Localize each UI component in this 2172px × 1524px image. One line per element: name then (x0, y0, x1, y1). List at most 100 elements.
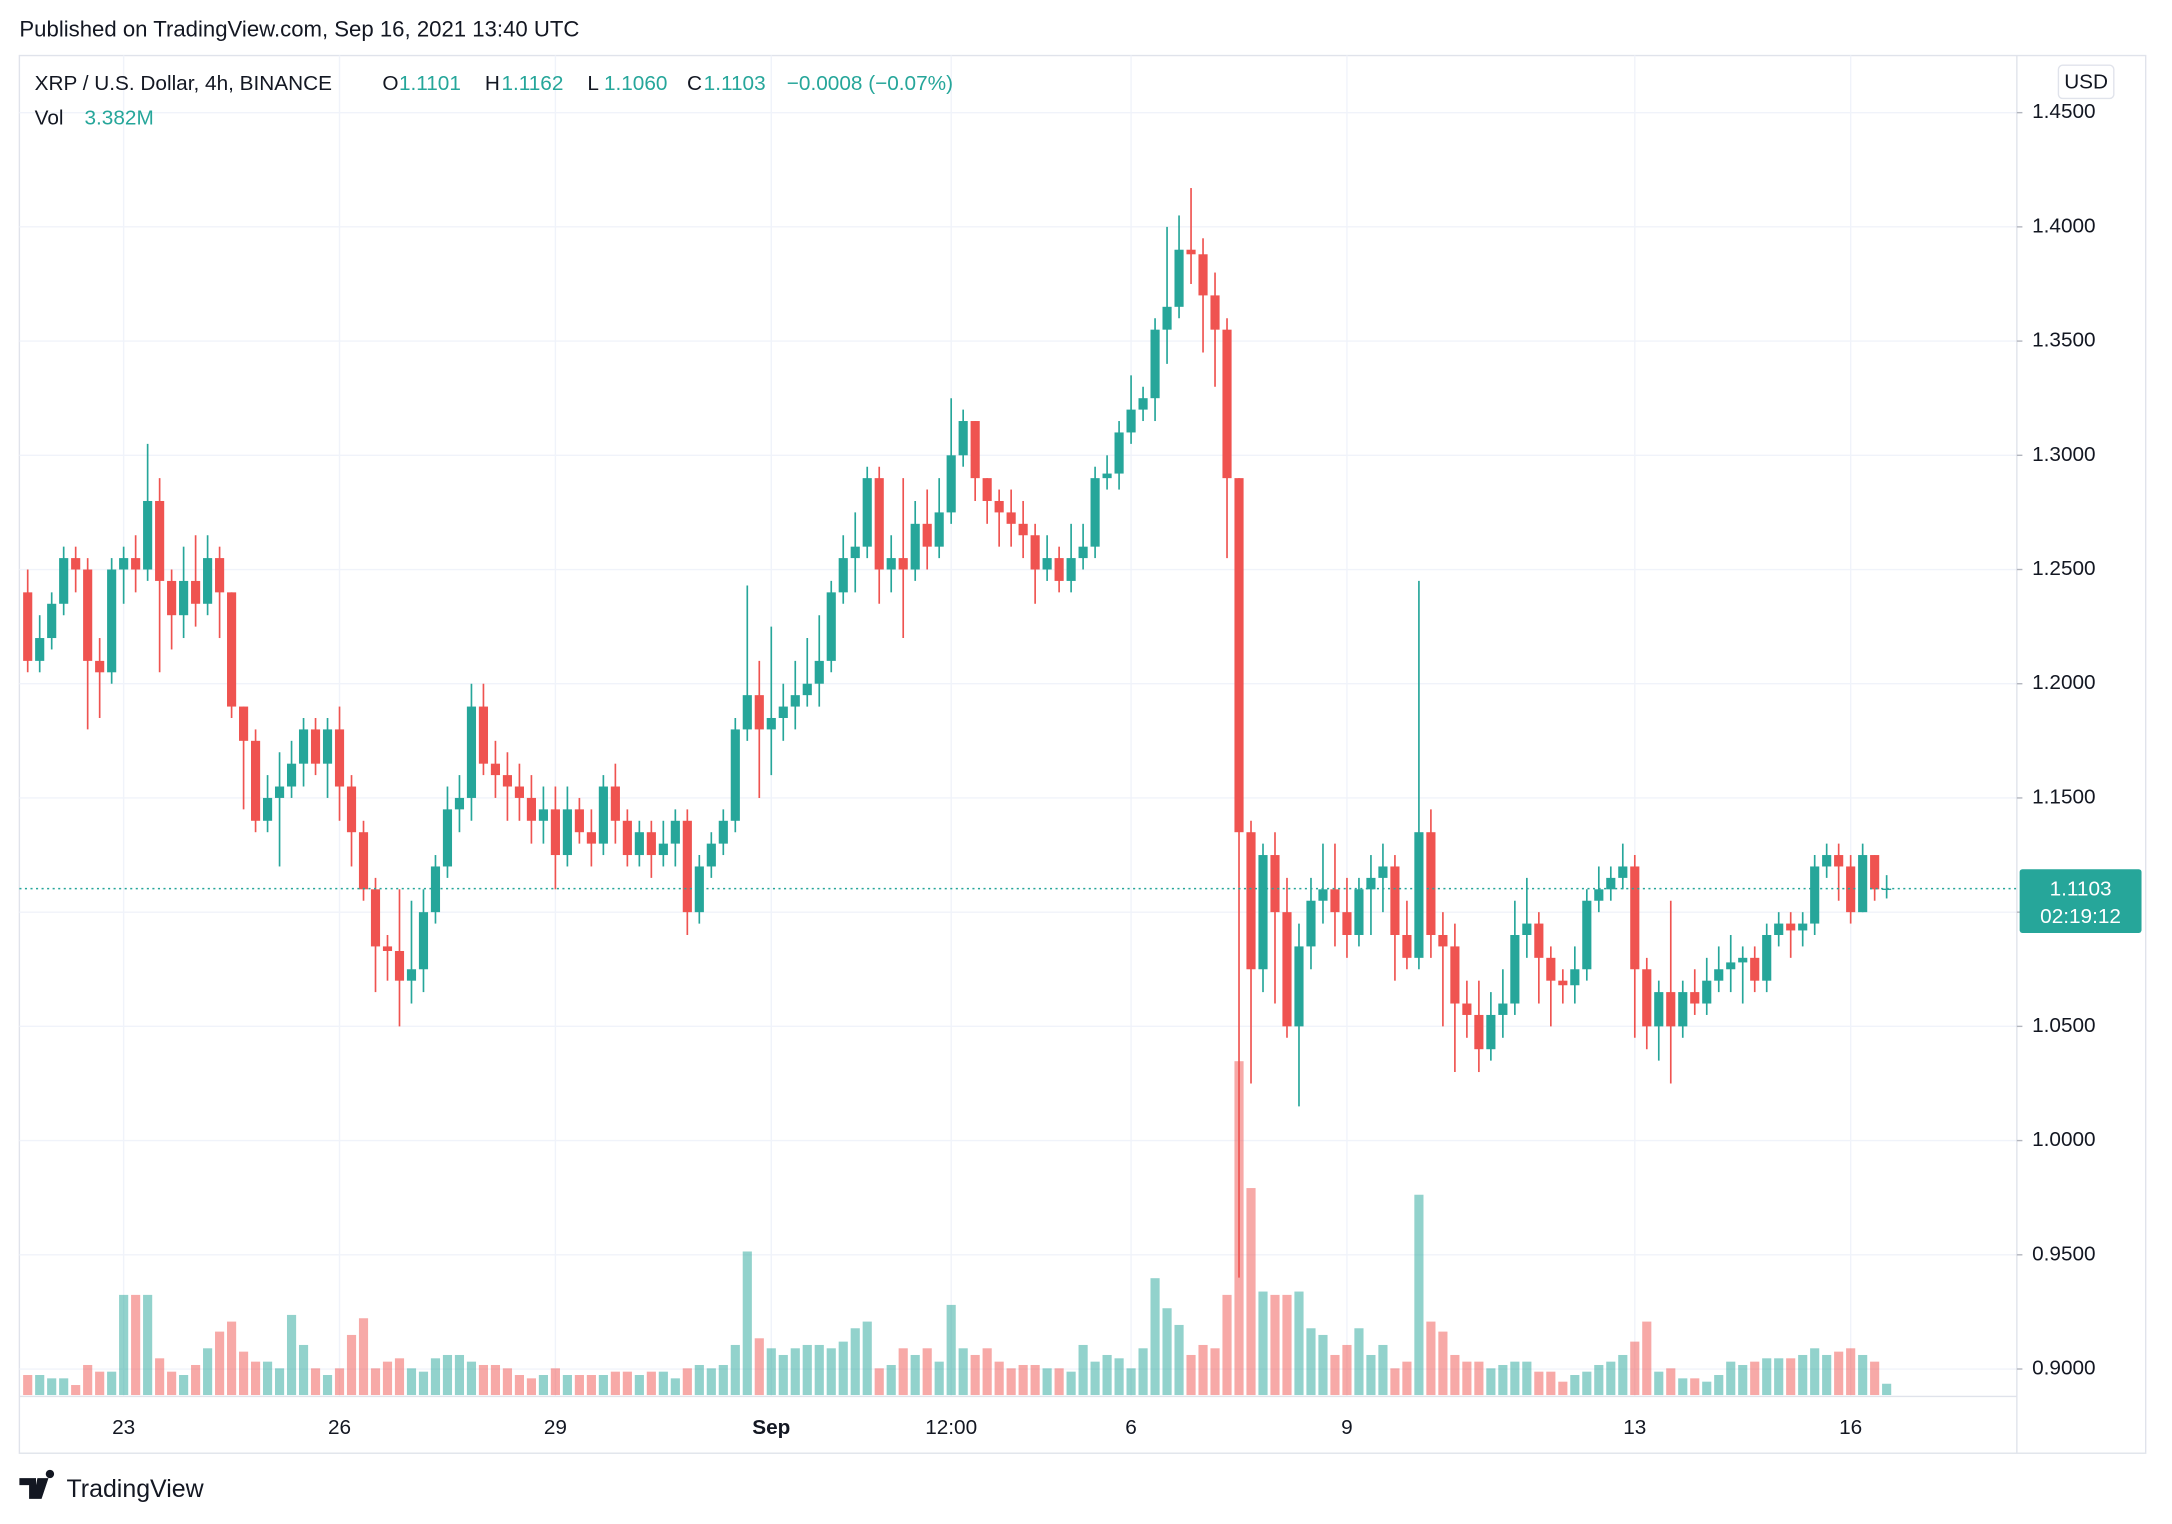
candle-body (1858, 855, 1868, 913)
y-tick-label: 1.3500 (2032, 329, 2096, 352)
candle-body (1486, 1014, 1496, 1050)
ohlc-value: 1.1162 (501, 72, 563, 95)
candle-body (286, 763, 297, 787)
candle-body (370, 889, 381, 947)
candle-body (862, 478, 872, 547)
candle-body (826, 592, 836, 661)
ohlc-key: H (485, 72, 500, 95)
volume-bar (23, 1375, 33, 1396)
candle-body (107, 569, 117, 673)
candle-body (71, 558, 81, 570)
candle-body (838, 558, 848, 593)
candle-body (1078, 546, 1088, 559)
volume-bar (1390, 1368, 1400, 1396)
volume-bar (1618, 1354, 1628, 1396)
candle-body (23, 592, 33, 661)
candle-body (1450, 946, 1460, 1004)
volume-value: 3.382M (84, 107, 153, 130)
y-tick-label: 1.4500 (2032, 100, 2096, 123)
volume-bar (203, 1348, 213, 1396)
candle-body (1666, 992, 1676, 1027)
volume-bar (370, 1368, 381, 1396)
candle-body (790, 695, 800, 707)
volume-bar (1522, 1361, 1532, 1396)
candle-body (1726, 962, 1736, 970)
volume-bar (1546, 1371, 1556, 1396)
volume-bar (1102, 1354, 1112, 1396)
volume-bar (502, 1368, 513, 1396)
volume-bar (646, 1371, 656, 1396)
volume-bar (670, 1378, 680, 1396)
volume-bar (898, 1348, 908, 1396)
volume-bar (886, 1364, 896, 1396)
volume-bar (862, 1321, 872, 1396)
volume-bar (1054, 1368, 1064, 1396)
ohlc-key: O (382, 72, 398, 95)
candle-body (466, 706, 477, 798)
candle-body (310, 729, 321, 764)
candle-body (382, 946, 393, 951)
volume-bar (574, 1375, 584, 1396)
candle-body (574, 809, 584, 833)
volume-bar (1078, 1344, 1088, 1396)
volume-layer (23, 1061, 1892, 1396)
candle-body (1114, 432, 1124, 474)
volume-bar (826, 1348, 836, 1396)
volume-bar (562, 1375, 572, 1396)
volume-bar (239, 1351, 249, 1396)
candle-body (1750, 957, 1760, 981)
candle-body (155, 500, 165, 581)
candle-body (1234, 478, 1244, 833)
candle-body (1522, 923, 1532, 935)
volume-bar (1822, 1354, 1832, 1396)
volume-bar (478, 1364, 489, 1396)
volume-bar (1498, 1364, 1508, 1396)
volume-bar (1198, 1344, 1208, 1396)
volume-bar (71, 1385, 81, 1396)
volume-bar (730, 1344, 740, 1396)
ohlc-value: 1.1060 (604, 72, 668, 95)
candle-body (1198, 254, 1208, 296)
candle-body (1702, 980, 1712, 1004)
volume-bar (1318, 1334, 1328, 1396)
candle-body (334, 729, 345, 787)
volume-bar (814, 1344, 824, 1396)
volume-bar (442, 1354, 453, 1396)
ohlc-key: L (587, 72, 599, 95)
x-tick-label: 12:00 (925, 1416, 977, 1439)
volume-bar (286, 1314, 297, 1396)
candle-body (658, 843, 668, 856)
symbol-label: XRP / U.S. Dollar, 4h, BINANCE (35, 72, 332, 95)
volume-bar (1294, 1291, 1304, 1396)
x-tick-label: 16 (1839, 1416, 1862, 1439)
volume-bar (1594, 1364, 1604, 1396)
candle-body (598, 786, 608, 844)
volume-bar (215, 1331, 225, 1396)
candle-body (119, 558, 129, 570)
volume-bar (1798, 1354, 1808, 1396)
volume-bar (1354, 1328, 1364, 1396)
y-tick-label: 1.2500 (2032, 557, 2096, 580)
candle-body (886, 558, 896, 570)
candle-body (898, 558, 908, 570)
volume-bar (934, 1361, 944, 1396)
volume-bar (1534, 1371, 1544, 1396)
currency-box[interactable] (2057, 64, 2115, 100)
candle-body (910, 523, 920, 570)
candle-body (670, 820, 680, 844)
ohlc-value: 1.1101 (399, 72, 461, 95)
candle-body (1462, 1003, 1472, 1015)
candle-body (1834, 855, 1844, 867)
volume-bar (1606, 1361, 1616, 1396)
ohlc-value: 1.1103 (704, 72, 766, 95)
volume-bar (394, 1358, 405, 1396)
candle-body (958, 421, 968, 456)
volume-bar (346, 1334, 357, 1396)
candle-body (802, 683, 812, 696)
candle-body (1090, 478, 1100, 547)
candle-body (766, 717, 776, 730)
candle-layer (19, 188, 2017, 1278)
candle-body (1186, 249, 1196, 255)
